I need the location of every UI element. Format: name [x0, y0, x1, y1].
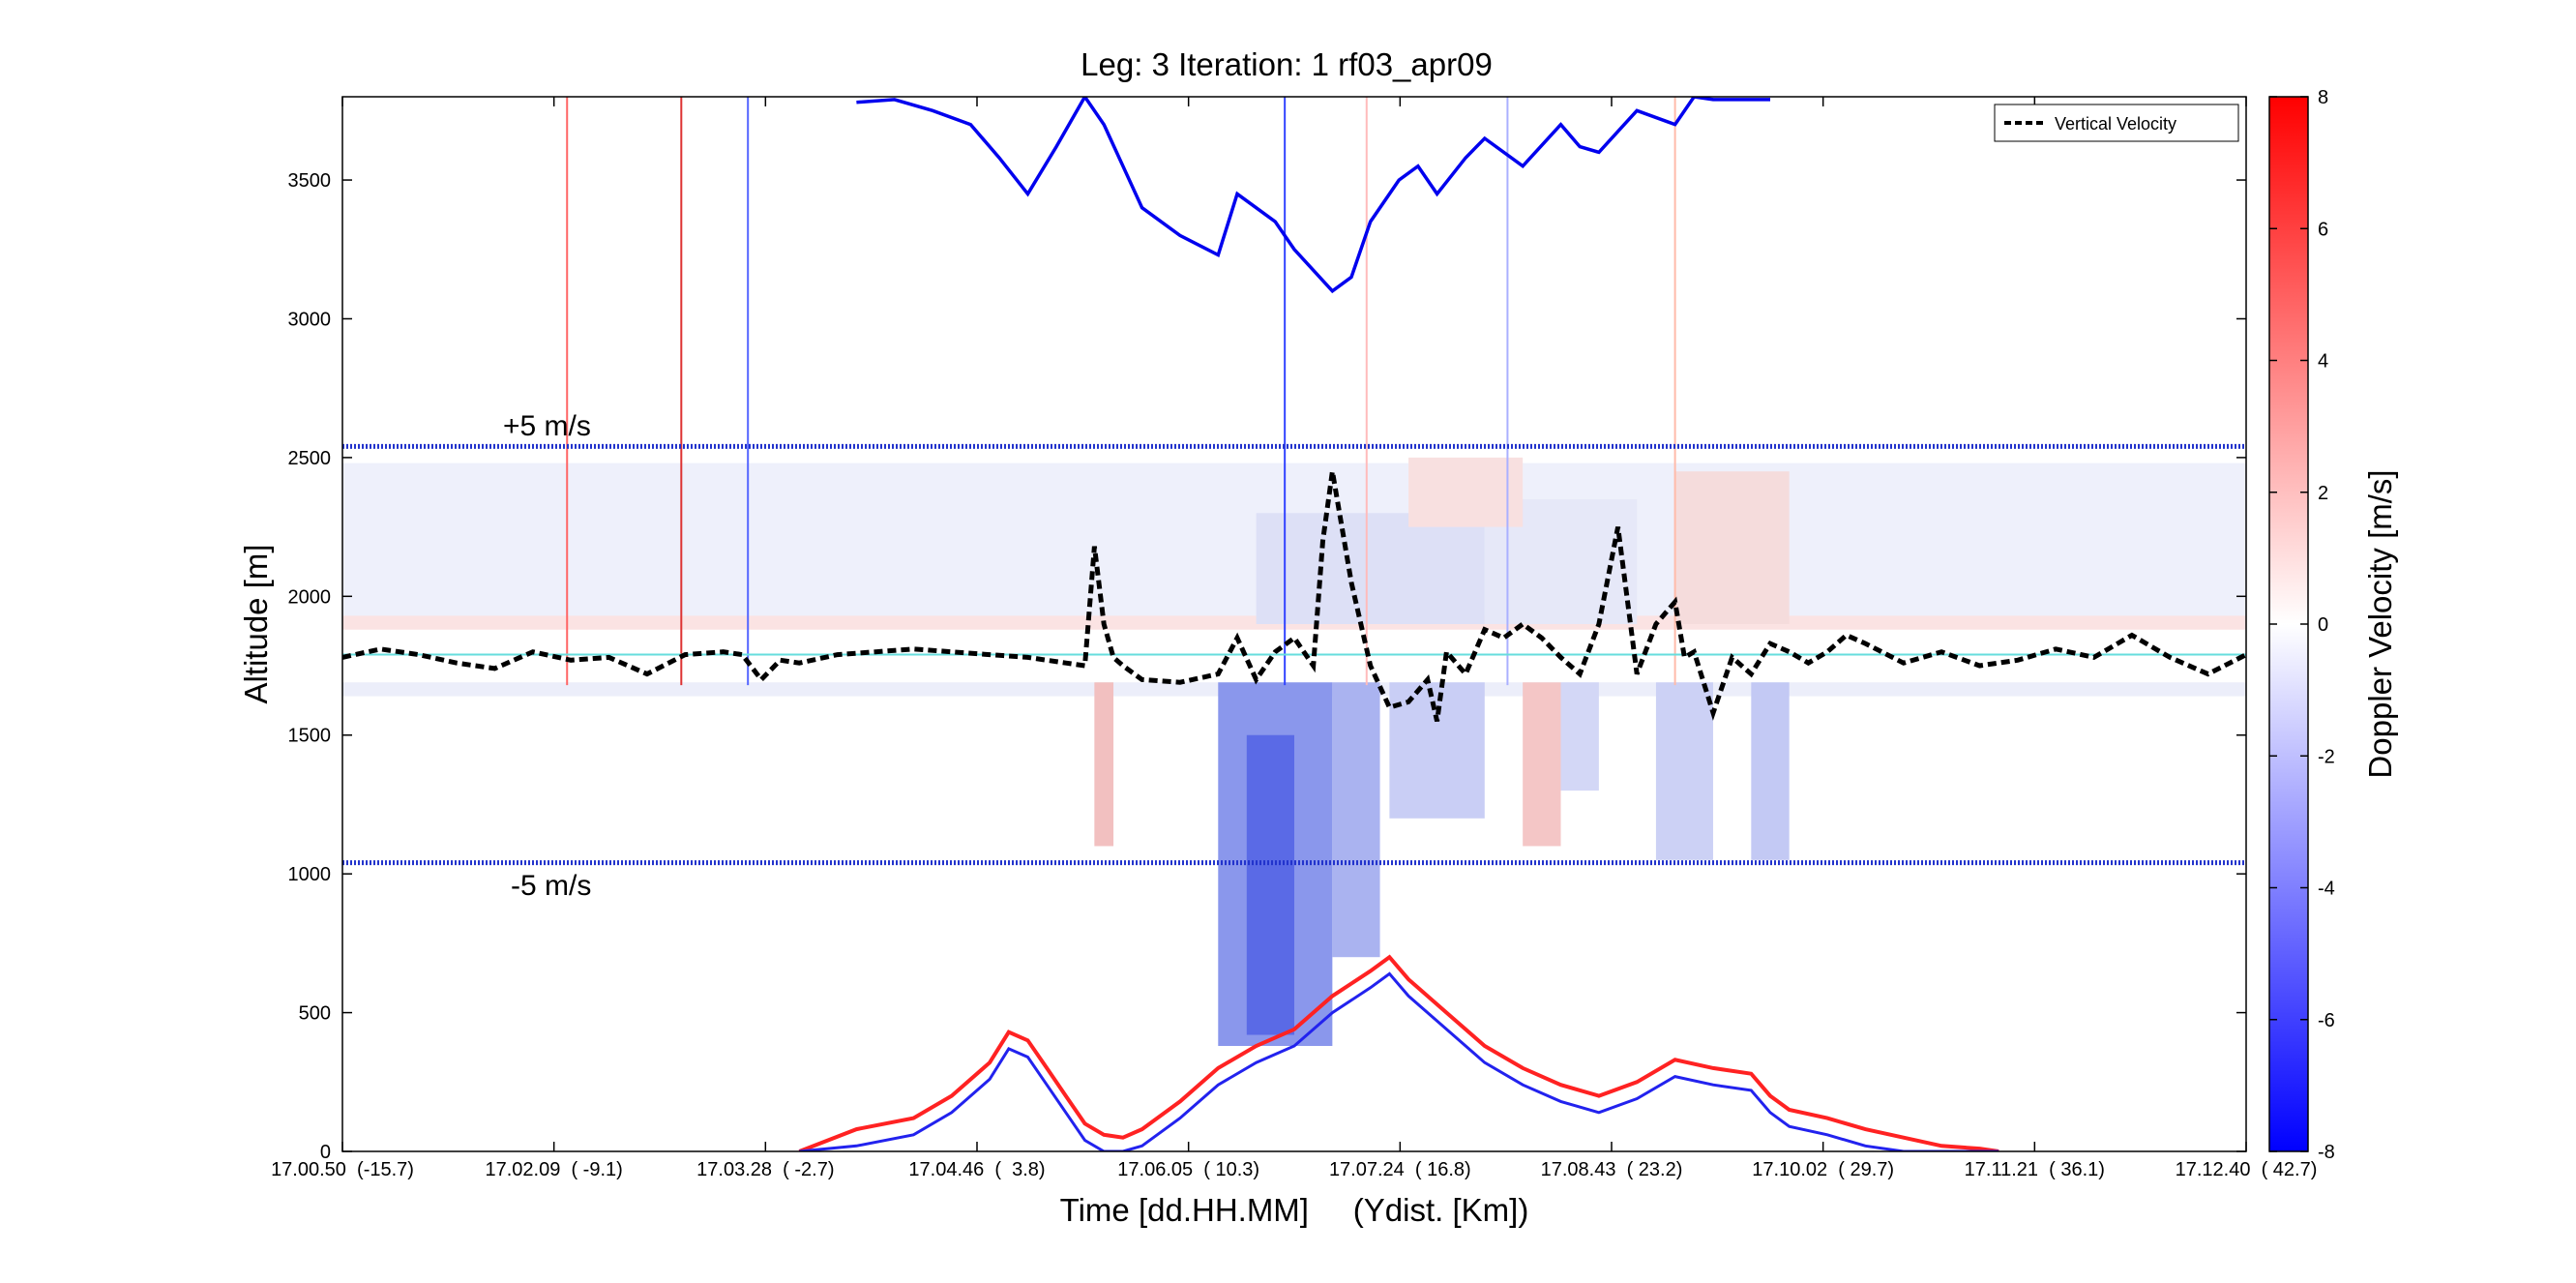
field-column	[1332, 682, 1380, 958]
x-tick-label: 17.10.02 ( 29.7)	[1752, 1159, 1894, 1180]
field-column	[1246, 734, 1294, 1035]
field-patch	[1674, 471, 1790, 624]
colorbar-tick-label: -4	[2318, 879, 2335, 900]
y-tick-label: 3000	[288, 309, 332, 330]
colorbar-tick-label: 2	[2318, 483, 2328, 504]
x-tick-label: 17.03.28 ( -2.7)	[696, 1159, 834, 1180]
colorbar-tick-label: 6	[2318, 219, 2328, 240]
y-tick-label: 3500	[288, 170, 332, 192]
series-ground-return-blue	[799, 971, 1999, 1151]
colorbar-tick-label: 0	[2318, 614, 2328, 636]
y-tick-label: 2500	[288, 448, 332, 469]
x-axis-label: Time [dd.HH.MM] (Ydist. [Km])	[1060, 1192, 1529, 1228]
series-vertical-velocity	[342, 470, 2246, 722]
colorbar-label: Doppler Velocity [m/s]	[2362, 469, 2398, 778]
ref-line-label-minus5: -5 m/s	[511, 870, 591, 902]
colorbar-tick-label: -8	[2318, 1142, 2335, 1163]
x-tick-label: 17.08.43 ( 23.2)	[1541, 1159, 1683, 1180]
colorbar-tick-label: -6	[2318, 1010, 2335, 1031]
y-tick-label: 2000	[288, 586, 332, 608]
x-tick-label: 17.06.05 ( 10.3)	[1117, 1159, 1259, 1180]
y-tick-label: 1500	[288, 726, 332, 747]
series-layer	[342, 97, 2246, 1151]
series-surface-trace	[856, 97, 1770, 294]
x-tick-label: 17.11.21 ( 36.1)	[1965, 1159, 2105, 1180]
field-patch	[1256, 513, 1485, 624]
ref-line-label-plus5: +5 m/s	[503, 410, 591, 442]
legend: Vertical Velocity	[1994, 104, 2239, 142]
y-tick-label: 1000	[288, 864, 332, 885]
colorbar-tick-label: 8	[2318, 87, 2328, 108]
field-column	[1094, 682, 1114, 847]
doppler-field	[342, 97, 2246, 1046]
colorbar-ticks: -8 -6 -4 -2 0 2 4 6 8	[2269, 87, 2335, 1163]
x-tick-label: 17.02.09 ( -9.1)	[486, 1159, 623, 1180]
chart-title: Leg: 3 Iteration: 1 rf03_apr09	[1081, 46, 1493, 82]
legend-label-vertical-velocity: Vertical Velocity	[2055, 114, 2176, 134]
y-tick-label: 500	[299, 1003, 331, 1025]
series-ground-return-red	[798, 954, 1999, 1151]
field-patch	[1408, 457, 1524, 527]
field-column	[1389, 682, 1485, 819]
y-tick-label: 0	[320, 1142, 331, 1163]
field-column	[1655, 682, 1713, 860]
y-axis: 0 500 1000 1500 2000 2500 3000 3500	[288, 170, 2246, 1163]
colorbar-tick-label: 4	[2318, 351, 2328, 373]
x-tick-label: 17.07.24 ( 16.8)	[1329, 1159, 1471, 1180]
x-tick-label: 17.12.40 ( 42.7)	[2176, 1159, 2318, 1180]
colorbar-tick-label: -2	[2318, 746, 2335, 767]
x-axis: 17.00.50 (-15.7) 17.02.09 ( -9.1) 17.03.28…	[271, 97, 2317, 1180]
x-tick-label: 17.04.46 ( 3.8)	[908, 1159, 1045, 1180]
field-column	[1560, 682, 1599, 791]
y-axis-label: Altitude [m]	[238, 544, 274, 703]
field-column	[1751, 682, 1790, 860]
x-tick-label: 17.00.50 (-15.7)	[271, 1159, 414, 1180]
field-column	[1523, 682, 1561, 847]
plot-frame	[341, 96, 2247, 1152]
